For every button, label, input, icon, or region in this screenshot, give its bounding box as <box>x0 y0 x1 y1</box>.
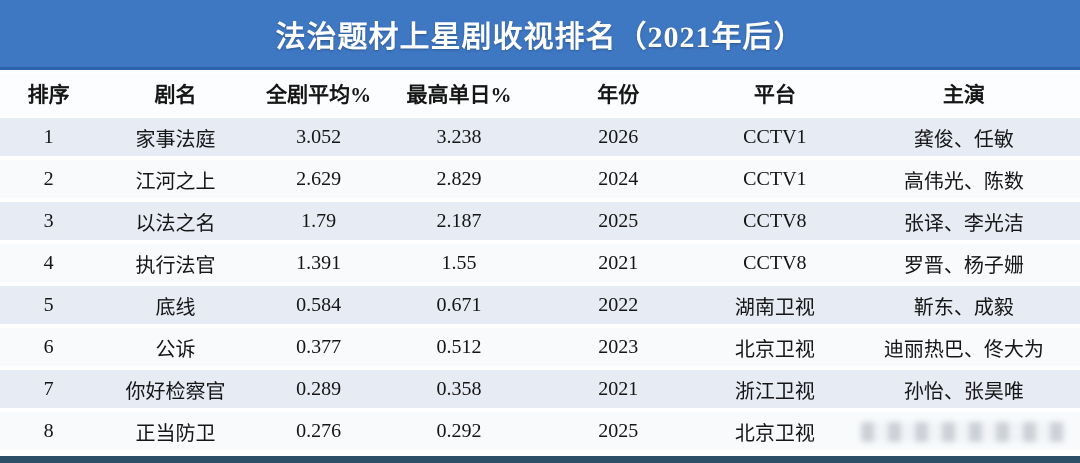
table-header: 排序 剧名 全剧平均% 最高单日% 年份 平台 主演 <box>0 74 1080 114</box>
cell-platform: 北京卫视 <box>701 412 848 450</box>
cell-name: 你好检察官 <box>97 370 254 408</box>
cell-year: 2025 <box>534 202 702 240</box>
cell-rank: 8 <box>0 412 98 450</box>
cell-peak: 0.512 <box>383 328 535 366</box>
cell-name: 以法之名 <box>97 202 254 240</box>
cell-avg: 1.391 <box>253 244 384 282</box>
cell-platform: CCTV8 <box>701 244 848 282</box>
blurred-watermark <box>861 421 1067 442</box>
cell-platform: 浙江卫视 <box>701 370 848 408</box>
table-row: 3 以法之名 1.79 2.187 2025 CCTV8 张译、李光洁 <box>0 202 1080 240</box>
cell-avg: 0.276 <box>253 412 384 450</box>
table-row: 4 执行法官 1.391 1.55 2021 CCTV8 罗晋、杨子姗 <box>0 244 1080 282</box>
cell-platform: 北京卫视 <box>701 328 848 366</box>
cell-name: 公诉 <box>97 328 254 366</box>
column-header-rank: 排序 <box>0 74 98 114</box>
cell-avg: 0.289 <box>253 370 384 408</box>
cell-rank: 1 <box>0 118 98 156</box>
cell-peak: 0.292 <box>383 412 535 450</box>
page-title: 法治题材上星剧收视排名（2021年后） <box>275 20 805 54</box>
cell-rank: 7 <box>0 370 98 408</box>
cell-name: 正当防卫 <box>97 412 254 450</box>
cell-avg: 0.584 <box>253 286 384 324</box>
cell-name: 江河之上 <box>97 160 254 198</box>
cell-avg: 1.79 <box>253 202 384 240</box>
cell-year: 2021 <box>534 244 702 282</box>
cell-year: 2025 <box>534 412 702 450</box>
table-row: 7 你好检察官 0.289 0.358 2021 浙江卫视 孙怡、张昊唯 <box>0 370 1080 408</box>
cell-rank: 3 <box>0 202 98 240</box>
cell-year: 2021 <box>534 370 702 408</box>
cell-cast <box>847 412 1080 450</box>
cell-rank: 2 <box>0 160 98 198</box>
column-header-name: 剧名 <box>97 74 254 114</box>
cell-rank: 6 <box>0 328 98 366</box>
cell-name: 底线 <box>97 286 254 324</box>
cell-peak: 2.829 <box>383 160 535 198</box>
column-header-platform: 平台 <box>701 74 848 114</box>
cell-cast: 张译、李光洁 <box>847 202 1080 240</box>
table-row: 5 底线 0.584 0.671 2022 湖南卫视 靳东、成毅 <box>0 286 1080 324</box>
title-band: 法治题材上星剧收视排名（2021年后） <box>0 0 1080 70</box>
cell-name: 执行法官 <box>97 244 254 282</box>
cell-peak: 2.187 <box>383 202 535 240</box>
cell-platform: CCTV1 <box>701 118 848 156</box>
cell-avg: 0.377 <box>253 328 384 366</box>
table-header-row: 排序 剧名 全剧平均% 最高单日% 年份 平台 主演 <box>0 74 1080 114</box>
cell-cast: 高伟光、陈数 <box>847 160 1080 198</box>
cell-year: 2023 <box>534 328 702 366</box>
cell-cast: 罗晋、杨子姗 <box>847 244 1080 282</box>
cell-platform: 湖南卫视 <box>701 286 848 324</box>
cell-year: 2024 <box>534 160 702 198</box>
cell-avg: 3.052 <box>253 118 384 156</box>
cell-cast: 迪丽热巴、佟大为 <box>847 328 1080 366</box>
table-row: 2 江河之上 2.629 2.829 2024 CCTV1 高伟光、陈数 <box>0 160 1080 198</box>
cell-cast: 龚俊、任敏 <box>847 118 1080 156</box>
cell-platform: CCTV1 <box>701 160 848 198</box>
cell-year: 2022 <box>534 286 702 324</box>
cell-rank: 4 <box>0 244 98 282</box>
cell-year: 2026 <box>534 118 702 156</box>
ratings-table: 排序 剧名 全剧平均% 最高单日% 年份 平台 主演 1 家事法庭 3.052 3.238 2026… <box>0 70 1080 454</box>
table-row: 8 正当防卫 0.276 0.292 2025 北京卫视 <box>0 412 1080 450</box>
cell-peak: 1.55 <box>383 244 535 282</box>
cell-peak: 0.358 <box>383 370 535 408</box>
cell-cast: 孙怡、张昊唯 <box>847 370 1080 408</box>
column-header-cast: 主演 <box>847 74 1080 114</box>
cell-rank: 5 <box>0 286 98 324</box>
bottom-strip <box>0 456 1080 463</box>
column-header-avg: 全剧平均% <box>253 74 384 114</box>
table-row: 6 公诉 0.377 0.512 2023 北京卫视 迪丽热巴、佟大为 <box>0 328 1080 366</box>
cell-peak: 3.238 <box>383 118 535 156</box>
cell-cast: 靳东、成毅 <box>847 286 1080 324</box>
cell-name: 家事法庭 <box>97 118 254 156</box>
table-row: 1 家事法庭 3.052 3.238 2026 CCTV1 龚俊、任敏 <box>0 118 1080 156</box>
table-body: 1 家事法庭 3.052 3.238 2026 CCTV1 龚俊、任敏 2 江河之上 2.629 2… <box>0 118 1080 450</box>
cell-avg: 2.629 <box>253 160 384 198</box>
cell-platform: CCTV8 <box>701 202 848 240</box>
cell-peak: 0.671 <box>383 286 535 324</box>
column-header-peak: 最高单日% <box>383 74 535 114</box>
column-header-year: 年份 <box>534 74 702 114</box>
